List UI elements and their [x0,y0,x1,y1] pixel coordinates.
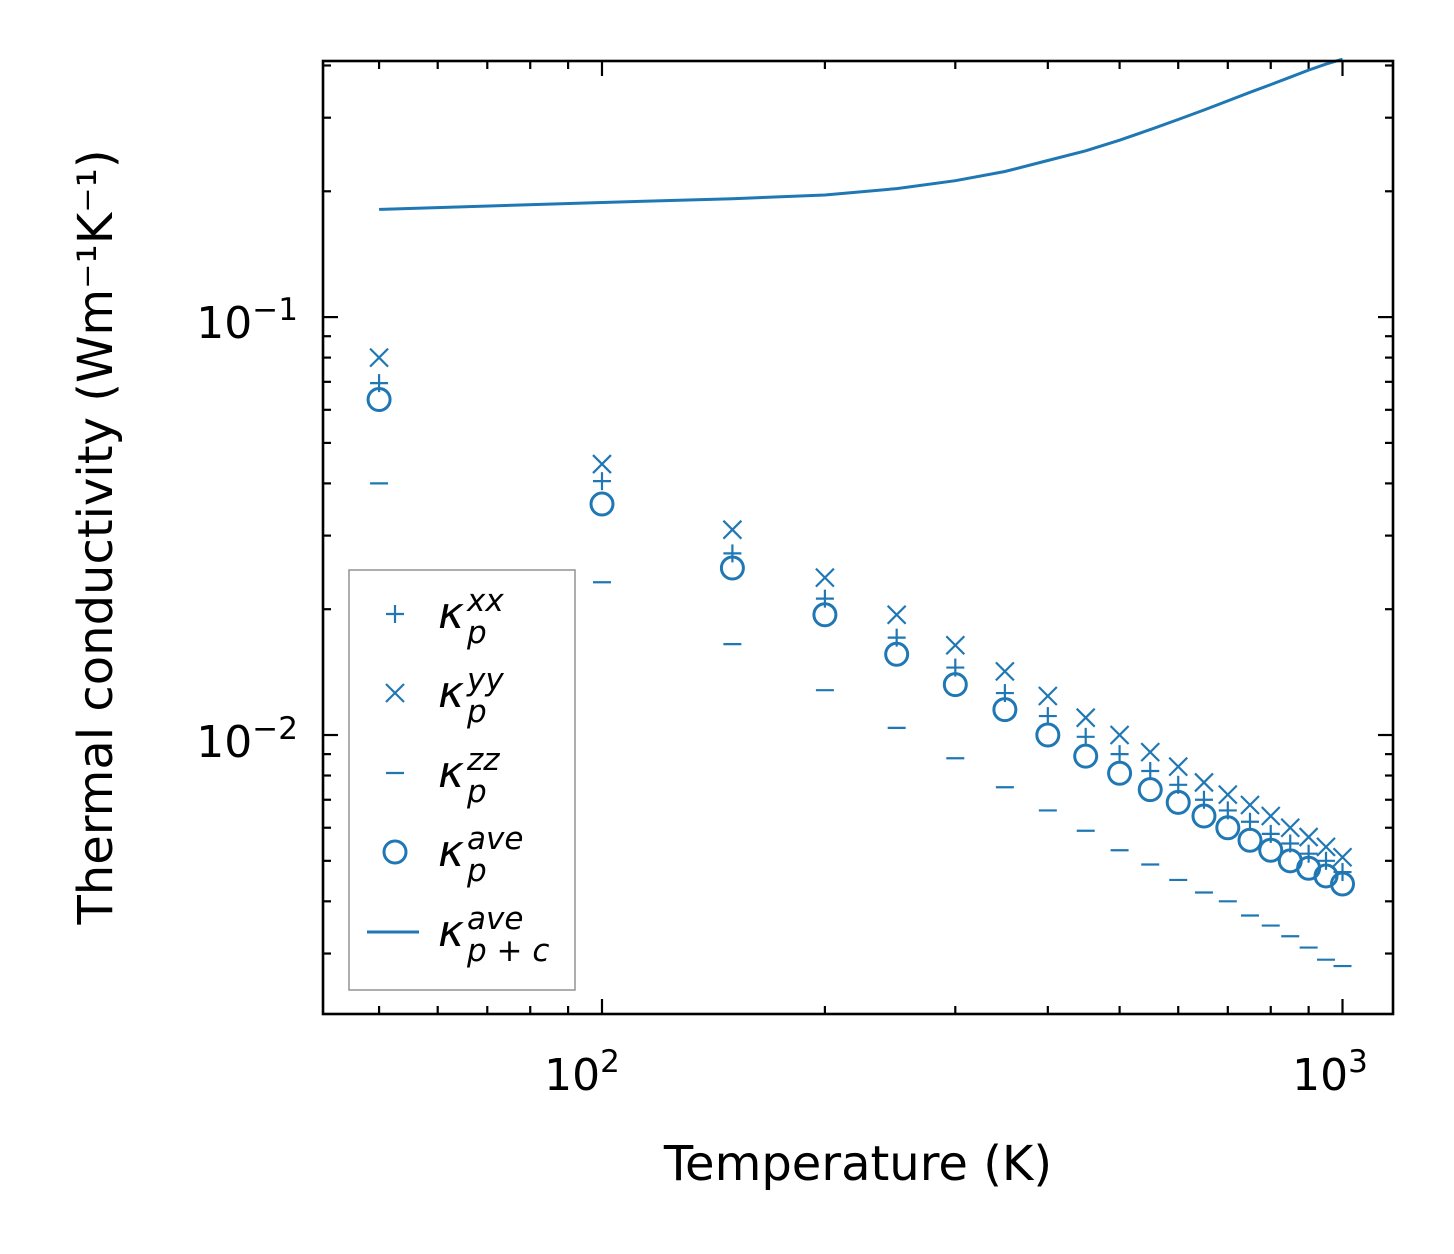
point-1-800 [1260,806,1281,826]
point-1-900 [1298,827,1319,847]
y-tick-label-0.01: 10−2 [196,711,298,768]
legend: κpxx κpyy κpzz κpave κp + cave [348,569,576,991]
point-3-550 [1137,777,1163,803]
point-1-900-b [1298,827,1319,847]
legend-item-kave-pc: κp + cave [367,901,549,969]
point-3-750 [1237,827,1263,853]
point-3-250 [884,641,910,667]
point-3-400 [1035,722,1061,748]
point-1-500-b [1109,725,1130,745]
point-1-250-b [886,604,907,625]
legend-marker-x [385,683,405,703]
point-1-350 [995,661,1015,682]
point-3-50 [366,387,392,413]
point-1-750 [1240,795,1260,815]
point-0-550 [1141,762,1160,781]
point-0-150 [723,544,742,563]
y-tick-labels: 10−1 10−2 [196,292,298,768]
point-1-200-b [815,567,835,588]
x-tick-label-1000: 103 [1292,1044,1368,1101]
point-3-500 [1107,760,1133,786]
legend-label-kave-pc: κp + cave [438,901,549,969]
minor-ticks [323,61,1393,1014]
legend-label-kzz: κpzz [438,742,500,810]
point-1-800-b [1260,806,1281,826]
x-axis-label: Temperature (K) [663,1136,1052,1192]
point-3-650 [1191,803,1217,829]
major-ticks [323,61,1393,1014]
point-3-700 [1215,815,1241,841]
point-0-450 [1076,727,1095,746]
point-1-250 [886,604,907,625]
point-1-500 [1109,725,1130,745]
point-3-350 [992,697,1018,723]
point-1-300 [945,635,966,656]
point-1-850-b [1280,817,1301,838]
series-3 [366,387,1356,897]
point-1-350-b [995,661,1015,682]
point-1-650-b [1194,772,1214,793]
point-0-400 [1038,707,1057,726]
legend-marker-circle [382,839,408,865]
point-0-500 [1110,745,1129,764]
y-axis-label: Thermal conductivity (Wm⁻¹K⁻¹) [68,149,124,925]
point-1-50-b [369,347,389,368]
point-1-450-b [1075,707,1096,728]
point-1-300-b [945,635,966,656]
legend-box [348,569,576,991]
point-1-1000-b [1332,847,1353,868]
legend-item-kxx: κpxx [386,583,504,651]
point-1-400-b [1038,686,1058,706]
plot-frame [321,59,1395,1016]
point-3-600 [1165,789,1191,815]
point-1-200 [815,567,835,588]
point-1-550 [1140,742,1161,762]
legend-label-kyy: κpyy [438,662,504,730]
point-1-600-b [1168,756,1189,777]
point-1-150-b [722,519,743,540]
point-1-150 [722,519,743,540]
point-1-550-b [1140,742,1161,762]
point-1-700-b [1218,784,1238,805]
point-1-650 [1194,772,1214,793]
legend-item-kyy: κpyy [385,662,504,730]
point-1-100 [592,454,612,474]
point-3-300 [942,672,968,698]
point-3-1000 [1330,871,1356,897]
y-tick-label-0.1: 10−1 [196,292,298,349]
point-1-1000 [1332,847,1353,868]
point-0-900 [1299,844,1318,863]
point-1-400 [1038,686,1058,706]
series-2 [370,482,1352,968]
plot-data [366,57,1356,968]
x-tick-labels: 102 103 [544,1044,1368,1101]
point-3-800 [1258,837,1284,863]
point-1-100-b [592,454,612,474]
series-4 [379,57,1343,211]
point-3-200 [812,602,838,628]
series-line [379,57,1343,211]
point-1-950-b [1316,837,1336,857]
point-1-950 [1316,837,1336,857]
legend-label-kxx: κpxx [438,583,504,651]
legend-label-kave: κpave [438,821,523,889]
legend-marker-plus [386,605,404,623]
point-1-750-b [1240,795,1260,815]
legend-item-kzz: κpzz [386,742,500,810]
point-3-450 [1073,743,1099,769]
point-1-50 [369,347,389,368]
point-3-100 [589,491,615,517]
point-0-100 [592,472,611,491]
legend-item-kave: κpave [382,821,523,889]
point-1-450 [1075,707,1096,728]
point-3-150 [719,555,745,581]
point-1-700 [1218,784,1238,805]
point-1-600 [1168,756,1189,777]
series-1 [369,347,1353,868]
x-tick-label-100: 102 [544,1044,620,1101]
point-1-850 [1280,817,1301,838]
point-0-950 [1317,851,1336,870]
